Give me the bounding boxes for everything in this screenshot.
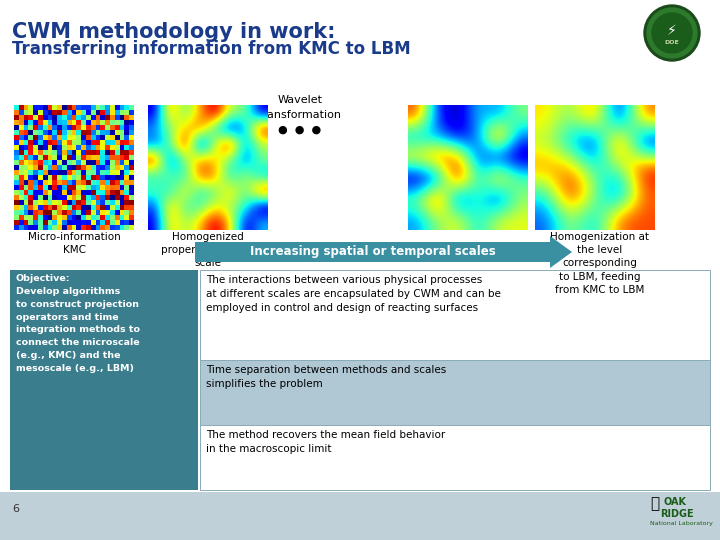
Text: DOE: DOE — [665, 40, 680, 45]
FancyBboxPatch shape — [200, 360, 710, 425]
Text: OAK: OAK — [663, 497, 686, 507]
Text: RIDGE: RIDGE — [660, 509, 693, 519]
Text: Time separation between methods and scales
simplifies the problem: Time separation between methods and scal… — [206, 365, 446, 389]
Circle shape — [652, 13, 692, 53]
Text: Increasing spatial or temporal scales: Increasing spatial or temporal scales — [250, 246, 495, 259]
Text: CWM methodology in work:: CWM methodology in work: — [12, 22, 336, 42]
FancyBboxPatch shape — [200, 425, 710, 490]
Text: 6: 6 — [12, 504, 19, 514]
Circle shape — [644, 5, 700, 61]
FancyBboxPatch shape — [200, 270, 710, 360]
Polygon shape — [550, 236, 572, 268]
Text: Homogenization at
the level
corresponding
to LBM, feeding
from KMC to LBM: Homogenization at the level correspondin… — [551, 232, 649, 295]
Text: 🌿: 🌿 — [650, 496, 660, 511]
Text: Micro-information
KMC: Micro-information KMC — [27, 232, 120, 255]
Text: The interactions between various physical processes
at different scales are enca: The interactions between various physica… — [206, 275, 501, 313]
FancyBboxPatch shape — [0, 492, 720, 540]
Text: The method recovers the mean field behavior
in the macroscopic limit: The method recovers the mean field behav… — [206, 430, 445, 454]
FancyBboxPatch shape — [10, 270, 198, 490]
Text: ⚡: ⚡ — [667, 24, 677, 38]
Text: National Laboratory: National Laboratory — [650, 521, 713, 526]
Circle shape — [647, 8, 697, 58]
Text: Homogenized
properties at next
scale: Homogenized properties at next scale — [161, 232, 255, 268]
FancyBboxPatch shape — [195, 242, 552, 262]
Text: Transferring information from KMC to LBM: Transferring information from KMC to LBM — [12, 40, 410, 58]
Text: Wavelet
transformation
●  ●  ●: Wavelet transformation ● ● ● — [258, 95, 341, 134]
Text: Objective:
Develop algorithms
to construct projection
operators and time
integra: Objective: Develop algorithms to constru… — [16, 274, 140, 373]
